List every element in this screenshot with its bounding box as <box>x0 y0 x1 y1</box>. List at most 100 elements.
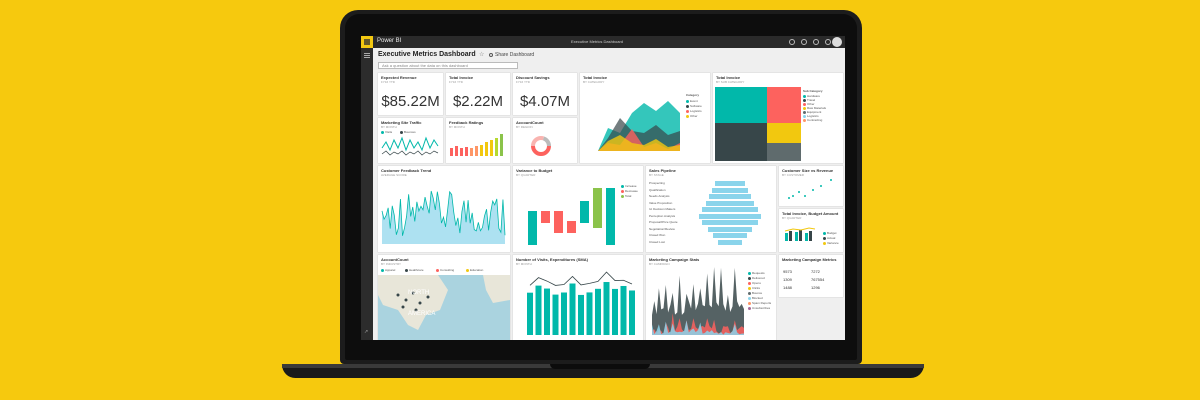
funnel-bar <box>713 233 747 238</box>
tile-feedback-ratings[interactable]: Feedback Ratings BY MONTH <box>446 118 510 163</box>
legend-item: Unsubscribes <box>748 306 770 310</box>
funnel-bar <box>712 187 748 193</box>
tile-subtitle: BY QUARTER <box>782 216 802 220</box>
tile-campaign-metrics[interactable]: Marketing Campaign Metrics 9573 7272 130… <box>779 255 843 297</box>
tile-customer-feedback-trend[interactable]: Customer Feedback Trend AVERAGE SCORE <box>378 166 510 252</box>
tile-expected-revenue[interactable]: Expected Revenue FY16 YTD $85.22M <box>378 73 443 115</box>
tile-total-invoice-area[interactable]: Total Invoice BY CATEGORY Category Event… <box>580 73 710 163</box>
tile-customer-size-revenue[interactable]: Customer Size vs Revenue BY CUSTOMER <box>779 166 843 206</box>
download-icon[interactable] <box>801 39 807 45</box>
tile-total-invoice-kpi[interactable]: Total Invoice FY16 YTD $2.22M <box>446 73 510 115</box>
bar <box>603 282 610 335</box>
donut-slice <box>531 136 551 156</box>
bar <box>527 292 533 335</box>
line-bounces <box>381 150 439 156</box>
bar <box>460 148 463 156</box>
tile-subtitle: BY QUARTER <box>516 173 536 177</box>
tile-subtitle: FY16 YTD <box>449 80 463 84</box>
tile-subtitle: BY SUB CATEGORY <box>716 80 745 84</box>
bar <box>805 233 808 241</box>
legend-item: Education <box>466 268 483 272</box>
legend-item: Healthcare <box>405 268 424 272</box>
tile-subtitle: AVERAGE SCORE <box>381 173 407 177</box>
tile-total-invoice-treemap[interactable]: Total Invoice BY SUB CATEGORY Sub Catego… <box>713 73 843 163</box>
bar <box>795 232 798 241</box>
legend-item: Consulting <box>436 268 454 272</box>
tile-title: Total Invoice, Budget Amount <box>782 211 839 216</box>
legend-item: Opens <box>748 281 761 285</box>
legend-item: Actual <box>823 236 835 240</box>
bar <box>475 146 478 156</box>
legend-item: Hardware <box>803 94 820 98</box>
share-dashboard-button[interactable]: Share Dashboard <box>489 52 534 58</box>
legend-item: Apparel <box>381 268 395 272</box>
metric-value: 9573 <box>783 269 792 274</box>
legend-title: Sub Category <box>803 89 823 93</box>
qna-input[interactable]: Ask a question about the data on this da… <box>378 62 518 69</box>
tile-account-count-donut[interactable]: AccountCount BY REGION <box>513 118 577 163</box>
tile-title: AccountCount <box>516 120 544 125</box>
app-launcher-button[interactable] <box>361 36 373 48</box>
tile-account-map[interactable]: AccountCount BY INDUSTRY Apparel Healthc… <box>378 255 510 340</box>
funnel-stage-label: Qualification <box>649 187 666 192</box>
legend-item: Budget <box>823 231 837 235</box>
tile-visits-expenditures[interactable]: Number of Visits, Expenditures (SMA) BY … <box>513 255 643 340</box>
expand-arrow-icon[interactable]: ↗ <box>364 329 369 335</box>
bar <box>455 146 458 156</box>
funnel-stage-label: Id. Decision Makers <box>649 207 676 211</box>
legend-item: Travel <box>803 98 815 102</box>
funnel-stage-label: Proposal/Price Quote <box>649 220 678 224</box>
tile-title: Marketing Campaign Metrics <box>782 257 837 262</box>
scatter-point <box>804 195 806 197</box>
bar <box>470 148 473 156</box>
feedback-icon[interactable] <box>825 39 831 45</box>
settings-icon[interactable] <box>789 39 795 45</box>
legend-item: Decrease <box>621 189 638 193</box>
treemap-cell-equipment <box>767 143 801 161</box>
treemap-cell-raw-materials <box>767 123 801 143</box>
funnel-bar <box>715 181 745 186</box>
legend-title: Category <box>686 93 700 97</box>
funnel-stage-label: Value Proposition <box>649 200 673 205</box>
tile-marketing-traffic[interactable]: Marketing Site Traffic BY MONTH Visits B… <box>378 118 443 163</box>
campaign-area-series <box>652 320 744 335</box>
funnel-stage-label: Negotiation/Review <box>649 226 675 231</box>
tile-variance-to-budget[interactable]: Variance to Budget BY QUARTER Increase D… <box>513 166 643 252</box>
funnel-bar <box>718 239 742 245</box>
qna-placeholder: Ask a question about the data on this da… <box>382 63 468 68</box>
bar <box>544 288 550 335</box>
tile-title: Sales Pipeline <box>649 168 676 173</box>
tile-subtitle: BY MONTH <box>516 262 532 266</box>
tile-campaign-stats[interactable]: Marketing Campaign Stats BY CAMPAIGN Req… <box>646 255 776 340</box>
legend-item: Logistics <box>686 109 702 113</box>
left-nav: ↗ <box>361 48 373 340</box>
bar <box>552 294 559 335</box>
waterfall-bar <box>567 221 576 233</box>
waterfall-bar <box>593 188 602 228</box>
map-points <box>396 291 430 312</box>
bar <box>799 230 802 241</box>
bar <box>578 294 584 335</box>
tile-discount-savings[interactable]: Discount Savings FY16 YTD $4.07M <box>513 73 577 115</box>
laptop-notch <box>550 364 650 369</box>
tile-title: Number of Visits, Expenditures (SMA) <box>516 257 588 262</box>
menu-icon[interactable] <box>364 53 370 54</box>
metric-value: 1296 <box>811 285 820 290</box>
feedback-bar-chart <box>450 134 503 156</box>
bar <box>480 145 483 156</box>
favorite-star-icon[interactable]: ☆ <box>479 52 485 58</box>
laptop-screen: Power BI Executive Metrics Dashboard ↗ E… <box>361 36 845 340</box>
map-label: NORTH <box>408 290 430 296</box>
brand-name: Power BI <box>377 38 402 44</box>
help-icon[interactable] <box>813 39 819 45</box>
avatar[interactable] <box>832 37 842 47</box>
scatter-point <box>812 189 814 191</box>
tile-invoice-budget-amount[interactable]: Total Invoice, Budget Amount BY QUARTER … <box>779 209 843 252</box>
bar <box>495 138 498 156</box>
tile-sales-pipeline[interactable]: Sales Pipeline BY STAGE Prospecting Quali… <box>646 166 776 252</box>
metric-value: 1488 <box>783 285 792 290</box>
bar <box>785 233 788 241</box>
treemap-cell-other <box>715 123 767 161</box>
tile-title: Total Invoice <box>583 75 608 80</box>
feedback-trend-chart <box>381 190 506 244</box>
